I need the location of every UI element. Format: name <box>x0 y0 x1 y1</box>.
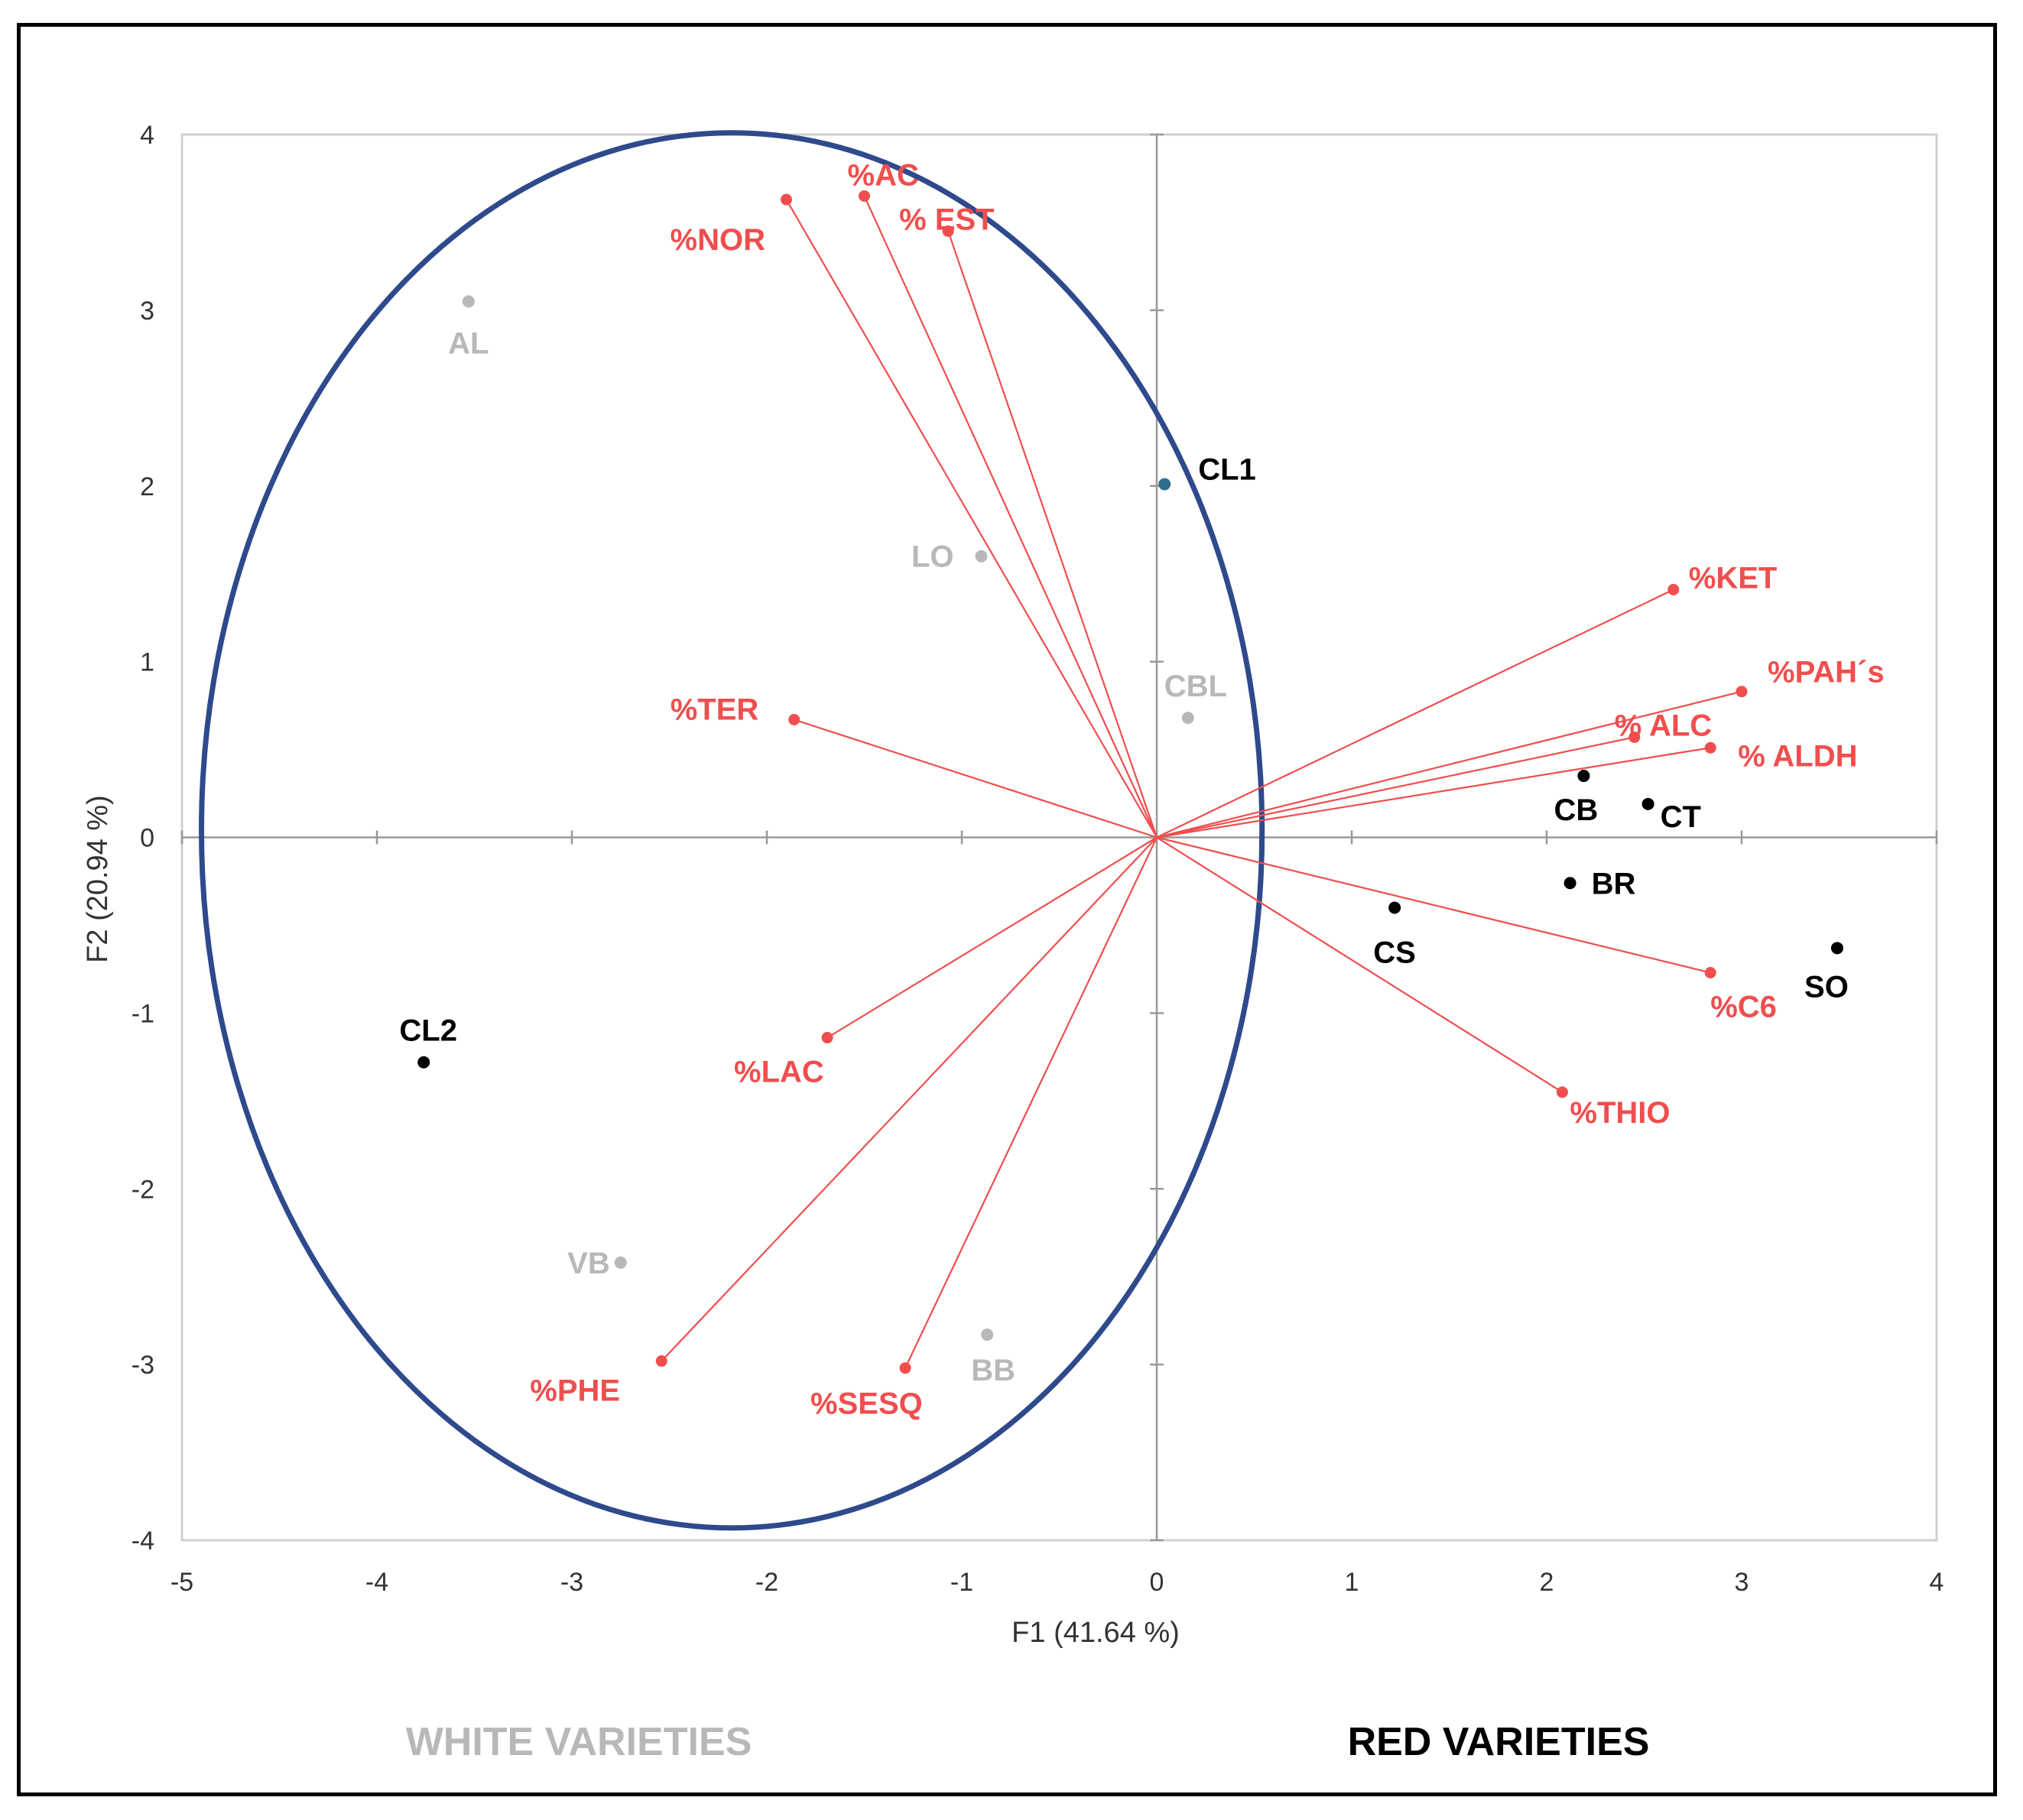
loading-vector-point <box>1704 741 1716 754</box>
loading-vector-line <box>785 199 1158 839</box>
y-tick-label: -1 <box>132 999 154 1028</box>
x-tick-label: -5 <box>170 1568 193 1597</box>
vector-label: %NOR <box>671 223 766 257</box>
point-label: CS <box>1373 936 1416 969</box>
x-tick-label: 0 <box>1150 1568 1164 1597</box>
loading-vector-point <box>821 1032 833 1044</box>
vector-label: %AC <box>848 158 919 192</box>
loading-vector-line <box>1156 836 1563 1093</box>
x-tick-label: 4 <box>1930 1568 1944 1597</box>
observation-point <box>1830 942 1843 955</box>
point-label: CBL <box>1164 670 1227 703</box>
x-tick-label: 2 <box>1540 1568 1554 1597</box>
point-label: LO <box>911 540 954 574</box>
vector-label: %THIO <box>1570 1096 1670 1130</box>
point-label: BB <box>971 1354 1015 1387</box>
vector-label: %C6 <box>1710 991 1777 1024</box>
point-label: VB <box>567 1247 610 1280</box>
loading-vector-point <box>788 713 800 725</box>
loading-vector-line <box>904 837 1158 1369</box>
observation-point <box>417 1056 430 1069</box>
point-label: CL1 <box>1198 453 1256 486</box>
observation-point <box>1564 877 1577 890</box>
y-tick-label: -3 <box>132 1351 154 1380</box>
point-label: CL2 <box>399 1014 457 1048</box>
loading-vector-point <box>899 1362 911 1374</box>
loading-vector-line <box>1156 736 1635 839</box>
loading-vector-line <box>947 231 1158 838</box>
observation-point <box>614 1256 627 1269</box>
y-axis-label: F2 (20.94 %) <box>82 795 114 963</box>
loading-vector-line <box>863 195 1158 838</box>
x-tick-label: -4 <box>365 1568 388 1597</box>
loading-vector-point <box>1736 686 1748 698</box>
vector-label: %PHE <box>530 1374 620 1408</box>
vector-label: % ALC <box>1615 709 1712 742</box>
white-varieties-label: WHITE VARIETIES <box>406 1720 752 1764</box>
white-varieties-ellipse <box>199 130 1265 1531</box>
loading-vector-line <box>794 719 1158 839</box>
loading-vector-line <box>661 836 1158 1362</box>
loading-vector-point <box>1704 967 1716 979</box>
vector-label: %TER <box>671 693 759 726</box>
loading-vector-point <box>1628 731 1641 743</box>
y-tick-label: -2 <box>132 1175 154 1204</box>
loading-vector-point <box>1667 583 1680 595</box>
y-tick-label: 2 <box>140 472 154 501</box>
y-tick-label: 0 <box>140 824 154 853</box>
x-tick-label: 3 <box>1735 1568 1749 1597</box>
loading-vector-line <box>1156 589 1674 839</box>
point-label: BR <box>1592 867 1636 900</box>
observation-point <box>1577 770 1590 783</box>
y-tick-label: 1 <box>140 648 154 677</box>
x-axis-label: F1 (41.64 %) <box>1012 1617 1180 1649</box>
loading-vector-point <box>859 190 870 202</box>
x-tick-label: -1 <box>950 1568 973 1597</box>
observation-point <box>1388 901 1401 914</box>
point-label: AL <box>448 326 489 360</box>
loading-vector-point <box>1556 1086 1568 1098</box>
loading-vector-point <box>655 1355 667 1367</box>
loading-vector-point <box>781 193 792 206</box>
y-tick-label: -4 <box>132 1526 154 1556</box>
loading-vector-line <box>1156 690 1742 839</box>
vector-label: % ALDH <box>1738 739 1857 773</box>
red-varieties-label: RED VARIETIES <box>1348 1720 1650 1764</box>
observation-point <box>975 550 988 563</box>
loading-vector-line <box>1156 747 1711 839</box>
vector-label: %KET <box>1689 561 1778 595</box>
observation-point <box>981 1329 994 1341</box>
vector-label: % EST <box>899 203 994 236</box>
vector-label: %LAC <box>734 1056 824 1089</box>
x-tick-label: 1 <box>1345 1568 1359 1597</box>
figure-frame <box>17 23 1997 1796</box>
y-tick-label: 4 <box>140 121 154 150</box>
point-label: SO <box>1804 970 1849 1004</box>
loading-vector-line <box>826 836 1158 1039</box>
point-label: CT <box>1661 800 1701 834</box>
observation-point <box>1181 712 1194 725</box>
loading-vector-line <box>1156 836 1711 974</box>
observation-point <box>462 295 475 308</box>
vector-label: %PAH´s <box>1768 656 1885 689</box>
x-tick-label: -2 <box>755 1568 778 1597</box>
x-tick-label: -3 <box>560 1568 583 1597</box>
observation-point <box>1641 797 1654 810</box>
loading-vector-point <box>942 225 954 237</box>
y-tick-label: 3 <box>140 297 154 326</box>
vector-label: %SESQ <box>810 1387 923 1421</box>
observation-point <box>1158 478 1171 491</box>
point-label: CB <box>1554 793 1599 827</box>
